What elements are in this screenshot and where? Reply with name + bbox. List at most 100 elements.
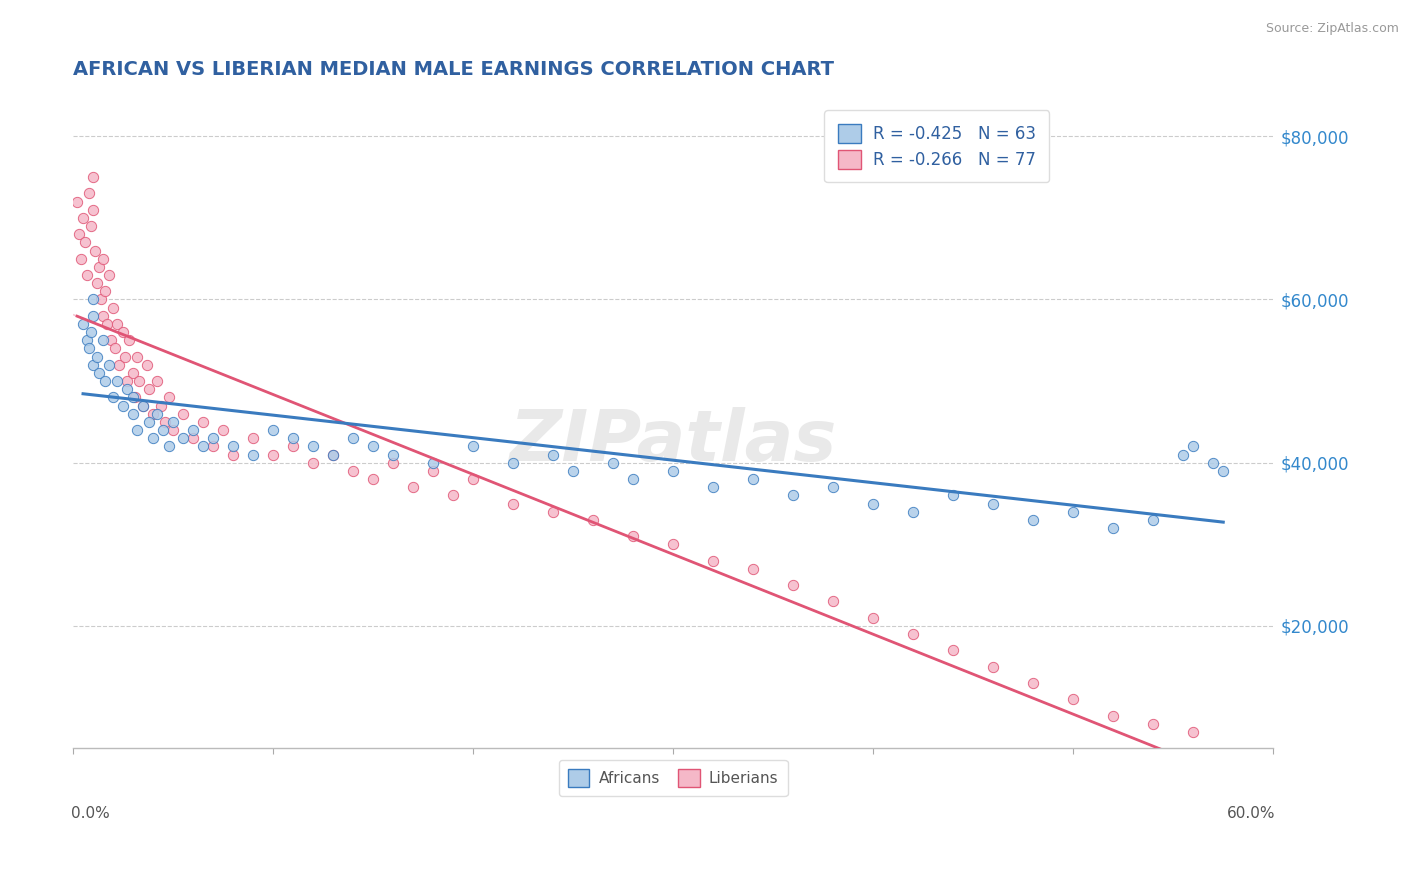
Point (242, 431, 264, 445)
Point (463, 439, 485, 453)
Point (1142, 717, 1164, 731)
Point (142, 431, 165, 445)
Point (152, 423, 174, 437)
Point (782, 488, 804, 502)
Point (94, 285, 117, 299)
Point (128, 374, 150, 388)
Point (862, 496, 884, 510)
Point (150, 399, 173, 413)
Point (76, 333, 98, 347)
Point (105, 374, 128, 388)
Point (502, 456, 524, 470)
Point (87, 260, 110, 274)
Point (122, 391, 145, 405)
Point (80, 325, 103, 339)
Point (82, 202, 104, 217)
Point (662, 464, 685, 478)
Point (1212, 464, 1234, 478)
Point (87, 366, 110, 380)
Point (1173, 448, 1195, 462)
Point (91, 309, 114, 323)
Point (70, 252, 93, 266)
Point (101, 391, 124, 405)
Point (562, 464, 585, 478)
Point (702, 480, 724, 494)
Text: 0.0%: 0.0% (72, 805, 110, 821)
Point (441, 488, 464, 502)
Point (138, 382, 160, 396)
Point (98, 268, 121, 282)
Point (172, 407, 194, 421)
Point (136, 358, 159, 372)
Point (104, 342, 127, 356)
Point (72, 317, 94, 331)
Point (302, 456, 325, 470)
Point (108, 358, 131, 372)
Point (1182, 725, 1205, 739)
Point (422, 456, 444, 470)
Text: Source: ZipAtlas.com: Source: ZipAtlas.com (1265, 22, 1399, 36)
Point (1062, 505, 1084, 519)
Point (1022, 513, 1045, 527)
Point (342, 431, 364, 445)
Point (125, 350, 148, 364)
Point (114, 350, 136, 364)
Point (73, 235, 96, 250)
Point (76, 268, 98, 282)
Text: ZIPatlas: ZIPatlas (509, 407, 837, 476)
Point (782, 578, 804, 592)
Point (77, 342, 100, 356)
Point (101, 301, 124, 315)
Point (157, 439, 180, 453)
Point (742, 472, 765, 486)
Point (67, 227, 90, 242)
Point (981, 659, 1004, 673)
Point (82, 358, 104, 372)
Point (463, 472, 485, 486)
Point (862, 611, 884, 625)
Point (162, 415, 184, 429)
Point (66, 194, 89, 209)
Point (112, 399, 135, 413)
Point (1202, 456, 1225, 470)
Point (823, 480, 845, 494)
Point (82, 293, 104, 307)
Point (86, 276, 108, 290)
Point (132, 399, 155, 413)
Point (1102, 521, 1125, 535)
Point (96, 317, 118, 331)
Point (146, 374, 169, 388)
Point (72, 211, 94, 225)
Point (80, 219, 103, 233)
Point (322, 448, 344, 462)
Point (302, 439, 325, 453)
Point (262, 423, 284, 437)
Point (262, 448, 284, 462)
Point (901, 627, 924, 641)
Point (138, 415, 160, 429)
Point (582, 513, 605, 527)
Point (181, 423, 204, 437)
Point (702, 554, 724, 568)
Point (621, 529, 644, 543)
Point (82, 309, 104, 323)
Point (202, 439, 225, 453)
Point (402, 480, 425, 494)
Point (1062, 692, 1084, 706)
Point (118, 333, 141, 347)
Point (742, 562, 765, 576)
Point (1102, 708, 1125, 723)
Point (502, 496, 524, 510)
Text: AFRICAN VS LIBERIAN MEDIAN MALE EARNINGS CORRELATION CHART: AFRICAN VS LIBERIAN MEDIAN MALE EARNINGS… (73, 60, 834, 78)
Point (90, 293, 112, 307)
Point (124, 391, 146, 405)
Point (191, 439, 214, 453)
Point (162, 423, 184, 437)
Point (91, 333, 114, 347)
Point (122, 407, 145, 421)
Point (212, 423, 235, 437)
Point (281, 439, 304, 453)
Point (84, 244, 107, 258)
Point (94, 374, 117, 388)
Point (146, 407, 169, 421)
